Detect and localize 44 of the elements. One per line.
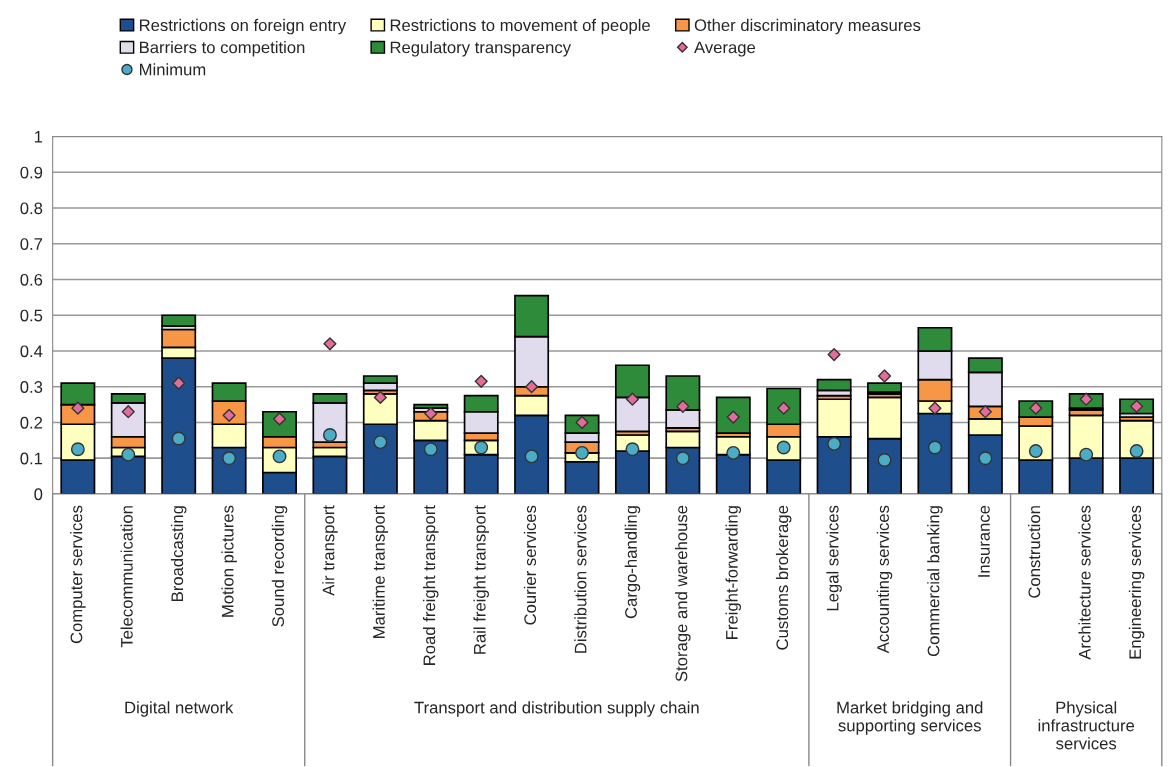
x-tick-label: Broadcasting [170, 506, 187, 601]
y-tick-label: 0.5 [20, 309, 43, 322]
text: Market bridging and supporting services [837, 701, 983, 735]
text: Digital network [125, 701, 234, 717]
legend-label: Other discriminatory measures [694, 18, 921, 35]
x-tick-label: Freight-forwarding [725, 506, 742, 639]
x-tick-label: Commercial banking [927, 506, 943, 657]
y-tick-label: 0.7 [20, 238, 43, 250]
x-tick-label: Engineering services [1128, 505, 1145, 659]
x-tick-label: Maritime transport [372, 505, 389, 638]
x-tick-label: Distribution services [574, 505, 587, 653]
x-tick-label: Air transport [322, 505, 338, 596]
x-tick-label: Storage and warehouse [675, 505, 691, 682]
x-tick-label: Insurance [978, 505, 990, 577]
x-tick-label: Architecture services [1078, 505, 1091, 660]
legend-label: Restrictions to movement of people [390, 18, 650, 35]
y-tick-label: 0.3 [20, 381, 43, 393]
x-tick-label: Courier services [523, 505, 537, 625]
text: Physical infrastructure services [1038, 701, 1135, 750]
y-tick-label: 1 [34, 131, 43, 143]
x-tick-label: Cargo-handling [624, 506, 641, 619]
y-tick-label: 0.1 [20, 452, 43, 465]
x-tick-label: Computer services [70, 505, 86, 644]
y-tick-label: 0.8 [20, 202, 43, 215]
text: Transport and distribution supply chain [414, 701, 699, 717]
legend-label: Regulatory transparency [390, 41, 571, 57]
y-tick-label: 0.2 [20, 416, 43, 429]
x-tick-label: Accounting services [876, 505, 893, 654]
legend-label: Restrictions on foreign entry [140, 18, 347, 35]
x-tick-label: Construction [1028, 506, 1041, 598]
legend-label: Minimum [140, 63, 206, 76]
y-tick-label: 0 [34, 488, 43, 501]
x-tick-label: Road freight transport [423, 505, 439, 665]
x-tick-label: Rail freight transport [473, 505, 489, 654]
x-tick-label: Telecommunication [120, 506, 133, 648]
y-tick-label: 0.6 [20, 273, 43, 286]
y-tick-label: 0.9 [20, 166, 43, 179]
x-tick-label: Motion pictures [221, 505, 237, 617]
legend-label: Average [694, 41, 756, 57]
y-tick-label: 0.4 [20, 345, 43, 358]
x-tick-label: Legal services [826, 505, 842, 611]
x-tick-label: Customs brokerage [775, 505, 792, 650]
legend-label: Barriers to competition [140, 41, 305, 57]
x-tick-label: Sound recording [271, 506, 288, 627]
